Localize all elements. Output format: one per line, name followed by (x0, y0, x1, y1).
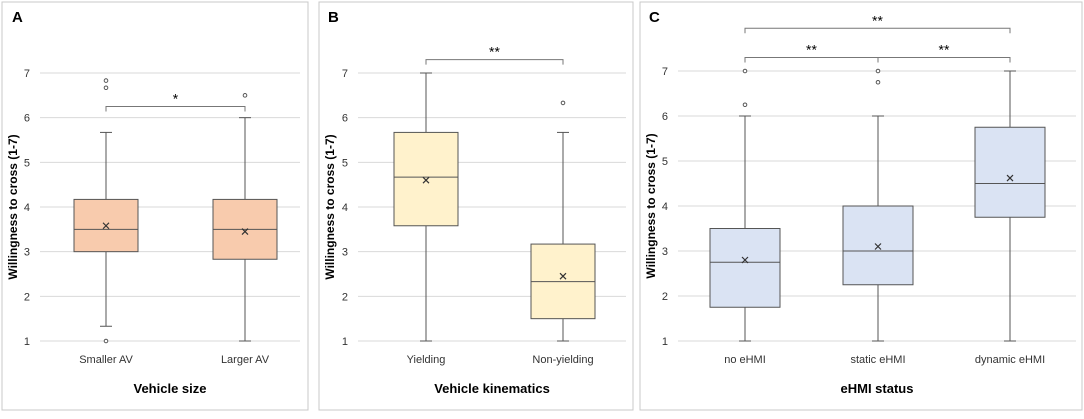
y-tick-label: 3 (24, 247, 30, 259)
y-tick-label: 4 (24, 202, 30, 214)
panel-letter: C (649, 9, 660, 26)
x-axis-label: Vehicle kinematics (434, 381, 550, 396)
x-tick-label: static eHMI (850, 354, 905, 366)
y-tick-label: 5 (24, 157, 30, 169)
box-iqr (842, 205, 914, 286)
box-non-yielding (530, 100, 596, 342)
chart-panel-c: C 1 2 3 4 5 6 7 Willingness to cross (1-7) eHMI s… (639, 1, 1083, 411)
x-tick-label: dynamic eHMI (975, 354, 1045, 366)
mean-marker (422, 176, 430, 184)
outlier-point (742, 102, 748, 108)
y-tick-label: 1 (342, 336, 348, 348)
outlier-point (560, 100, 566, 106)
bracket-line (744, 27, 1011, 34)
bracket-line (105, 106, 246, 112)
x-axis-label: eHMI status (841, 381, 914, 396)
y-tick-label: 6 (662, 111, 668, 123)
y-tick-label: 6 (24, 113, 30, 125)
y-tick-label: 2 (24, 291, 30, 303)
panel-letter: A (12, 9, 23, 26)
panel-letter: B (328, 9, 339, 26)
box-dynamic-ehmi (974, 70, 1046, 342)
outlier-point (103, 78, 109, 83)
y-tick-label: 5 (662, 156, 668, 168)
box-iqr (709, 228, 781, 308)
significance-bracket: * (105, 91, 246, 112)
x-tick-label: Yielding (407, 354, 446, 366)
outlier-point (242, 93, 248, 98)
box-larger-av (212, 93, 278, 342)
outlier-point (103, 338, 109, 344)
x-tick-label: Larger AV (221, 354, 270, 366)
significance-label: * (173, 91, 179, 107)
significance-label: ** (872, 12, 883, 28)
y-tick-label: 3 (662, 246, 668, 258)
mean-marker (559, 272, 567, 280)
y-tick-label: 7 (24, 68, 30, 80)
significance-bracket: ** (877, 42, 1011, 63)
mean-marker (741, 256, 749, 264)
y-tick-label: 4 (342, 202, 348, 214)
significance-label: ** (806, 42, 817, 58)
outlier-point (875, 79, 881, 85)
mean-marker (241, 228, 249, 235)
significance-bracket: ** (744, 12, 1011, 34)
y-tick-label: 6 (342, 113, 348, 125)
outlier-point (742, 68, 748, 74)
x-axis-label: Vehicle size (134, 381, 207, 396)
outlier-point (875, 68, 881, 74)
x-tick-label: Smaller AV (79, 354, 133, 366)
y-tick-label: 5 (342, 157, 348, 169)
bracket-line (425, 59, 564, 65)
box-no-ehmi (709, 68, 781, 342)
y-tick-label: 7 (662, 66, 668, 78)
y-tick-label: 4 (662, 201, 668, 213)
box-smaller-av (73, 78, 139, 344)
significance-label: ** (939, 42, 950, 58)
bracket-line (877, 57, 1011, 63)
y-tick-label: 2 (662, 291, 668, 303)
mean-marker (102, 222, 110, 230)
y-tick-label: 1 (662, 336, 668, 348)
outlier-point (103, 85, 109, 91)
x-tick-label: no eHMI (724, 354, 766, 366)
y-axis-label: Willingness to cross (1-7) (644, 133, 658, 278)
mean-marker (1006, 174, 1014, 182)
significance-bracket: ** (425, 44, 564, 65)
y-axis-label: Willingness to cross (1-7) (6, 134, 20, 279)
y-tick-label: 3 (342, 247, 348, 259)
box-static-ehmi (842, 68, 914, 342)
chart-panel-b: B 1 2 3 4 5 6 7 Willingness to cross (1-7) Vehicl… (318, 1, 634, 411)
mean-marker (874, 243, 882, 250)
box-iqr (974, 126, 1046, 218)
chart-panel-a: A 1 2 3 4 5 6 7 Willingness to cross (1-7) Vehicl… (1, 1, 309, 411)
y-tick-label: 7 (342, 68, 348, 80)
significance-label: ** (489, 44, 500, 60)
y-tick-label: 2 (342, 291, 348, 303)
box-yielding (393, 72, 459, 342)
y-tick-label: 1 (24, 336, 30, 348)
box-iqr (393, 131, 459, 227)
y-axis-label: Willingness to cross (1-7) (323, 134, 337, 279)
panel-frame (318, 1, 634, 411)
x-tick-label: Non-yielding (532, 354, 593, 366)
